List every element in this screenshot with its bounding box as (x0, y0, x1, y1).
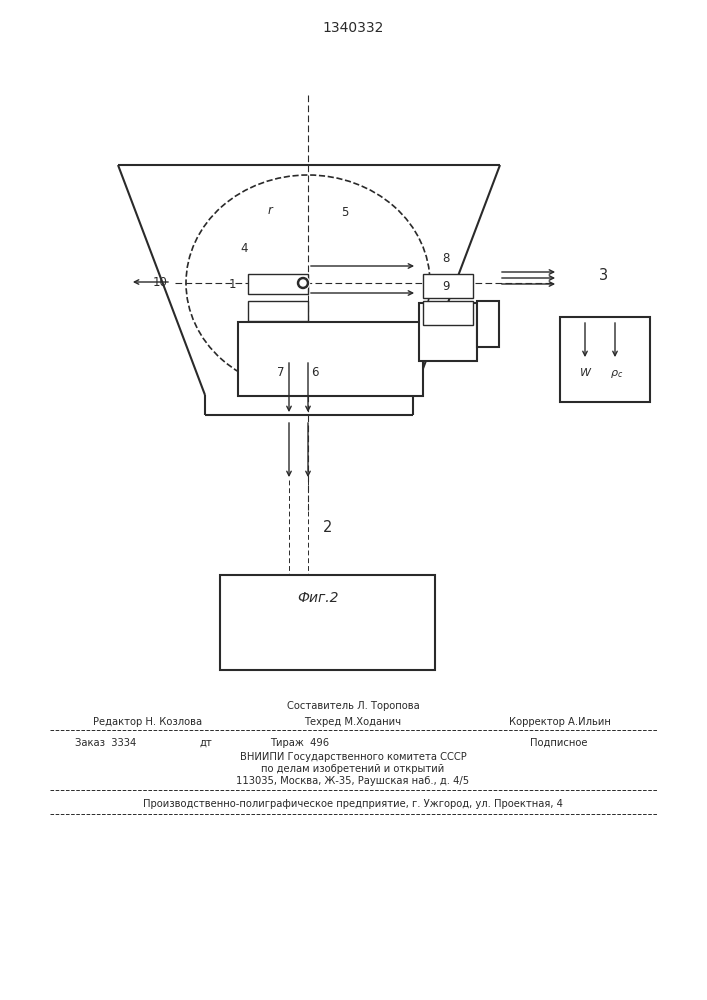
Text: Заказ  3334: Заказ 3334 (75, 738, 136, 748)
Text: по делам изобретений и открытий: по делам изобретений и открытий (262, 764, 445, 774)
Text: W: W (580, 368, 590, 378)
Text: 10: 10 (153, 275, 168, 288)
Text: Корректор А.Ильин: Корректор А.Ильин (509, 717, 611, 727)
Text: 8: 8 (443, 251, 450, 264)
Text: ВНИИПИ Государственного комитета СССР: ВНИИПИ Государственного комитета СССР (240, 752, 467, 762)
Text: Составитель Л. Торопова: Составитель Л. Торопова (286, 701, 419, 711)
Text: Производственно-полиграфическое предприятие, г. Ужгород, ул. Проектная, 4: Производственно-полиграфическое предприя… (143, 799, 563, 809)
Text: 7: 7 (277, 366, 285, 379)
Text: 2: 2 (323, 520, 333, 536)
Text: Тираж  496: Тираж 496 (270, 738, 329, 748)
Bar (423, 274, 473, 298)
Text: 6: 6 (311, 366, 319, 379)
Circle shape (300, 280, 306, 286)
Text: дт: дт (200, 738, 213, 748)
Text: Фиг.2: Фиг.2 (297, 591, 339, 605)
Bar (419, 303, 477, 361)
Text: 3: 3 (600, 267, 609, 282)
Text: 9: 9 (443, 279, 450, 292)
Text: $\rho_c$: $\rho_c$ (610, 368, 624, 380)
Bar (248, 301, 308, 321)
Text: r: r (267, 204, 272, 217)
Bar (248, 274, 308, 294)
Text: 113035, Москва, Ж-35, Раушская наб., д. 4/5: 113035, Москва, Ж-35, Раушская наб., д. … (236, 776, 469, 786)
Text: Подписное: Подписное (530, 738, 588, 748)
Bar (423, 301, 473, 325)
Text: Редактор Н. Козлова: Редактор Н. Козлова (93, 717, 203, 727)
Text: 4: 4 (240, 242, 247, 255)
Circle shape (296, 276, 310, 290)
Bar (238, 322, 423, 396)
Circle shape (298, 277, 308, 288)
Text: 5: 5 (341, 207, 349, 220)
Bar (560, 317, 650, 402)
Bar (220, 575, 435, 670)
Text: 1340332: 1340332 (322, 21, 384, 35)
Bar (477, 301, 499, 347)
Text: 1: 1 (228, 278, 235, 292)
Text: Техред М.Ходанич: Техред М.Ходанич (305, 717, 402, 727)
